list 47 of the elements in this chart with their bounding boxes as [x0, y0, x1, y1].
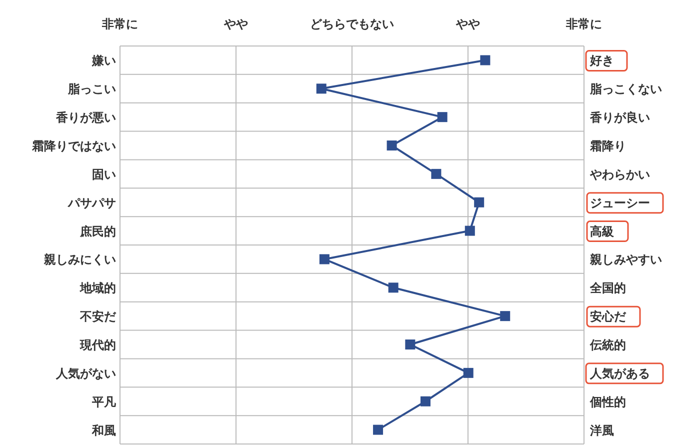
point — [420, 396, 430, 406]
y-tick-label: 脂っこい — [67, 82, 116, 96]
point — [316, 84, 326, 94]
y-tick-label: 不安だ — [79, 310, 117, 324]
point — [388, 282, 398, 293]
text: やや — [455, 17, 480, 31]
point — [437, 112, 448, 122]
y-tick-label: 和風 — [91, 423, 116, 438]
point — [319, 254, 330, 264]
y2-tick-label: 高級 — [590, 224, 615, 238]
y2-tick-label: 脂っこくない — [589, 82, 662, 96]
y-tick-label: 香りが悪い — [55, 110, 116, 125]
point — [431, 168, 442, 179]
y2-tick-label: 親しみやすい — [589, 252, 662, 267]
y2-tick-label: ジューシー — [590, 196, 650, 210]
y2-tick-label: 香りが良い — [589, 110, 650, 125]
y2-tick-label: 洋風 — [589, 423, 614, 438]
point — [480, 55, 490, 66]
y2-tick-label: 人気がある — [589, 366, 650, 380]
y-tick-label: 固い — [92, 167, 116, 182]
point — [405, 340, 416, 350]
text: やや — [223, 17, 248, 31]
y2-tick-label: 個性的 — [589, 394, 626, 409]
text: 非常に — [101, 17, 138, 31]
point — [463, 368, 474, 378]
y-tick-label: 平凡 — [91, 394, 116, 409]
point — [500, 311, 510, 322]
y-tick-label: 現代的 — [79, 338, 116, 352]
y-tick-label: 人気がない — [55, 366, 116, 380]
point — [386, 140, 397, 150]
y2-tick-label: 伝統的 — [589, 338, 626, 352]
point — [464, 226, 475, 236]
y-tick-label: 嫌い — [91, 54, 116, 68]
y2-tick-label: 全国的 — [589, 281, 626, 296]
point — [474, 197, 484, 208]
text: どちらでもない — [310, 17, 394, 31]
y-tick-label: 親しみにくい — [43, 252, 116, 267]
y2-tick-label: 霜降り — [589, 139, 626, 153]
y2-tick-label: やわらかい — [589, 167, 650, 182]
y-tick-label: 庶民的 — [79, 224, 116, 238]
y2-tick-label: 安心だ — [590, 310, 627, 324]
y-tick-label: パサパサ — [67, 196, 116, 210]
y-tick-label: 霜降りではない — [31, 139, 116, 153]
text: 非常に — [565, 17, 602, 31]
y2-tick-label: 好き — [589, 54, 614, 68]
y-tick-label: 地域的 — [79, 281, 116, 296]
point — [373, 424, 384, 435]
